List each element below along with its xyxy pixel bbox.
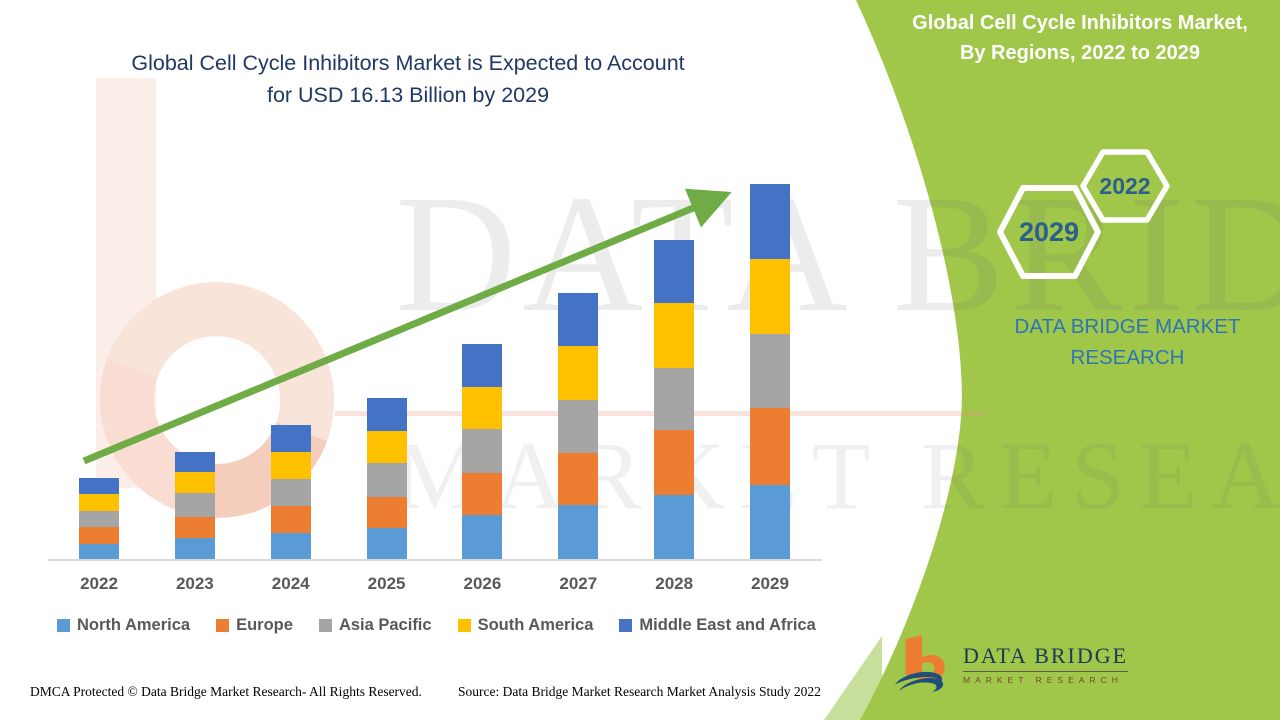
legend-item-middle-east-and-africa: Middle East and Africa <box>619 616 816 635</box>
legend-label: Asia Pacific <box>338 616 432 634</box>
bar-segment-2023-middle-east-and-africa <box>174 451 215 472</box>
bar-segment-2028-asia-pacific <box>654 368 695 430</box>
legend-item-asia-pacific: Asia Pacific <box>318 616 432 635</box>
bar-segment-2025-asia-pacific <box>366 463 407 497</box>
x-axis-label-2027: 2027 <box>559 574 598 593</box>
bar-segment-2023-south-america <box>174 471 215 494</box>
company-logo-subtext: MARKET RESEARCH <box>963 675 1123 685</box>
bar-segment-2027-middle-east-and-africa <box>558 292 599 346</box>
bar-segment-2028-middle-east-and-africa <box>654 240 695 304</box>
hexagon-2022-outline <box>1080 149 1170 223</box>
legend-swatch-icon <box>457 619 471 632</box>
bar-segment-2026-middle-east-and-africa <box>462 344 503 387</box>
panel-title: Global Cell Cycle Inhibitors Market, By … <box>885 8 1275 68</box>
bar-segment-2024-north-america <box>270 532 311 559</box>
bar-segment-2029-south-america <box>750 258 791 335</box>
bar-2025 <box>366 397 407 559</box>
bar-segment-2029-europe <box>750 408 791 485</box>
bar-segment-2026-north-america <box>462 515 503 559</box>
bar-segment-2028-north-america <box>654 494 695 559</box>
bar-2029 <box>750 183 791 559</box>
bar-segment-2025-south-america <box>366 430 407 464</box>
x-axis-label-2022: 2022 <box>80 574 118 593</box>
company-logo-wordmark: DATA BRIDGE <box>963 643 1129 672</box>
bar-segment-2027-south-america <box>558 345 599 400</box>
panel-brand-text: DATA BRIDGE MARKET RESEARCH <box>985 311 1270 373</box>
bar-segment-2022-north-america <box>79 543 119 559</box>
panel-title-line1: Global Cell Cycle Inhibitors Market, <box>912 12 1248 34</box>
x-axis-label-2023: 2023 <box>175 574 214 593</box>
bar-segment-2027-north-america <box>558 504 599 559</box>
bar-segment-2022-asia-pacific <box>79 511 119 527</box>
company-logo-text: DATA BRIDGE MARKET RESEARCH <box>963 643 1129 685</box>
legend-label: South America <box>477 616 594 634</box>
bar-segment-2025-europe <box>366 496 407 529</box>
legend-item-south-america: South America <box>457 616 594 635</box>
legend-label: North America <box>77 616 191 634</box>
chart-headline-line1: Global Cell Cycle Inhibitors Market is E… <box>131 51 685 75</box>
bar-segment-2022-middle-east-and-africa <box>79 478 119 494</box>
bar-2023 <box>174 451 215 559</box>
bar-segment-2023-north-america <box>174 538 215 559</box>
bar-segment-2023-europe <box>174 517 215 539</box>
watermark-text-marketresearch: MARKET RESEARCH <box>395 422 1280 529</box>
hexagon-2029: 2029 <box>996 184 1102 280</box>
x-axis-line <box>48 559 822 561</box>
legend-label: Middle East and Africa <box>639 616 816 634</box>
source-notice: Source: Data Bridge Market Research Mark… <box>458 684 821 699</box>
bar-2027 <box>558 292 599 559</box>
bar-segment-2024-south-america <box>270 451 311 479</box>
bar-segment-2024-middle-east-and-africa <box>270 425 311 452</box>
x-axis-label-2024: 2024 <box>271 574 310 593</box>
legend-swatch-icon <box>318 619 332 632</box>
bar-segment-2029-north-america <box>750 484 791 559</box>
legend-label: Europe <box>236 616 293 634</box>
hexagon-2022: 2022 <box>1080 149 1170 223</box>
bar-segment-2028-south-america <box>654 303 695 369</box>
bar-segment-2023-asia-pacific <box>174 493 215 518</box>
bar-segment-2024-asia-pacific <box>270 478 311 506</box>
bar-segment-2022-south-america <box>79 493 119 512</box>
bar-segment-2026-europe <box>462 472 503 516</box>
bar-segment-2022-europe <box>79 526 119 544</box>
x-axis-label-2026: 2026 <box>463 574 502 593</box>
x-axis-label-2029: 2029 <box>751 574 789 593</box>
legend-swatch-icon <box>57 619 70 632</box>
bar-2022 <box>79 478 119 559</box>
panel-brand-line1: DATA BRIDGE MARKET <box>1014 315 1241 338</box>
bar-2028 <box>654 240 695 559</box>
bar-2026 <box>462 344 503 559</box>
hexagon-2029-label: 2029 <box>1018 216 1080 247</box>
bar-segment-2025-middle-east-and-africa <box>366 397 407 431</box>
bar-segment-2026-south-america <box>462 386 503 429</box>
panel-brand-line2: RESEARCH <box>1070 346 1185 369</box>
bar-segment-2027-asia-pacific <box>558 399 599 454</box>
hexagon-2022-label: 2022 <box>1099 172 1151 199</box>
chart-legend: North America Europe Asia Pacific South Ame… <box>57 616 816 635</box>
company-logo: DATA BRIDGE MARKET RESEARCH <box>891 633 1129 695</box>
legend-item-north-america: North America <box>57 616 190 635</box>
legend-item-europe: Europe <box>216 616 293 635</box>
bar-segment-2024-europe <box>270 505 311 533</box>
bar-segment-2027-europe <box>558 453 599 505</box>
bar-segment-2029-asia-pacific <box>750 334 791 409</box>
bar-2024 <box>270 425 311 559</box>
hexagon-2029-outline <box>997 185 1101 279</box>
bar-segment-2028-europe <box>654 429 695 495</box>
chart-headline: Global Cell Cycle Inhibitors Market is E… <box>58 47 758 111</box>
legend-swatch-icon <box>216 619 230 632</box>
bar-segment-2029-middle-east-and-africa <box>750 183 791 259</box>
chart-headline-line2: for USD 16.13 Billion by 2029 <box>266 83 550 107</box>
company-logo-icon <box>895 635 945 692</box>
bar-segment-2025-north-america <box>366 528 407 559</box>
legend-swatch-icon <box>619 619 633 632</box>
panel-title-line2: By Regions, 2022 to 2029 <box>959 42 1201 64</box>
bar-segment-2026-asia-pacific <box>462 428 503 473</box>
dmca-notice: DMCA Protected © Data Bridge Market Rese… <box>30 684 422 699</box>
x-axis-label-2028: 2028 <box>655 574 694 593</box>
x-axis-label-2025: 2025 <box>367 574 406 593</box>
